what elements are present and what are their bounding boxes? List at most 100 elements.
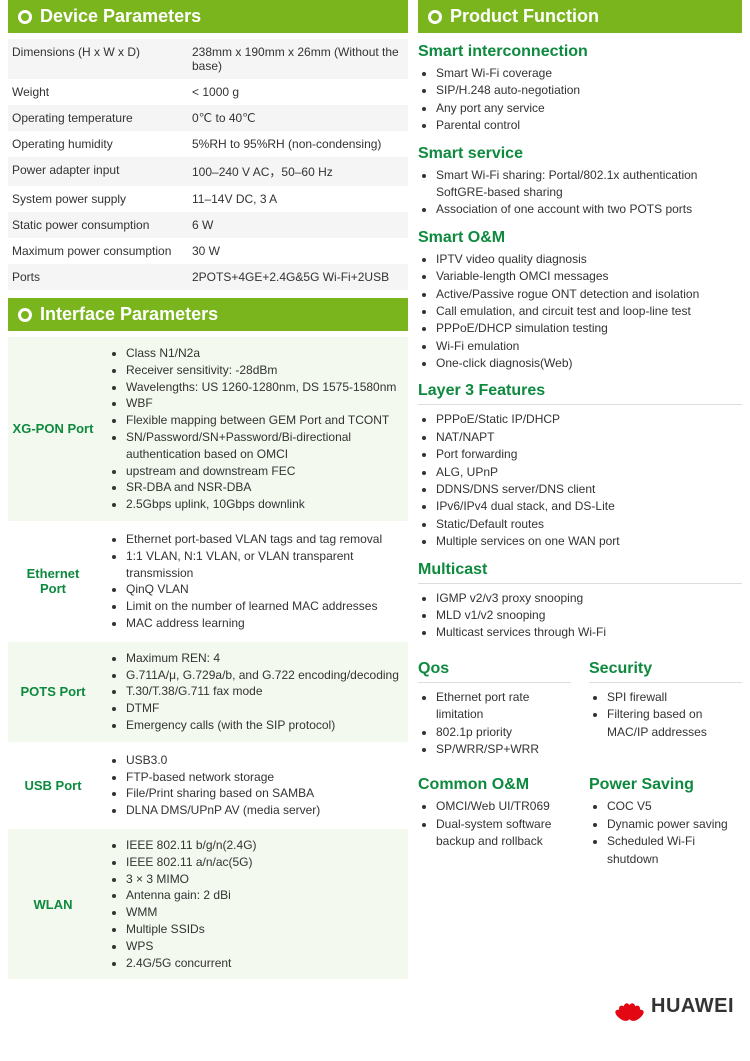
header-circle-icon [18, 10, 32, 24]
feature-list: Smart Wi-Fi sharing: Portal/802.1x authe… [418, 167, 742, 219]
separator [418, 682, 571, 683]
table-row: Operating temperature0℃ to 40℃ [8, 105, 408, 131]
feature-title-common-om: Common O&M [418, 776, 571, 794]
list-item: WBF [126, 395, 404, 412]
list-item: Parental control [436, 117, 742, 134]
param-label: Operating temperature [8, 105, 188, 131]
feature-list: COC V5Dynamic power savingScheduled Wi-F… [589, 798, 742, 868]
list-item: 3 × 3 MIMO [126, 871, 404, 888]
list-item: Limit on the number of learned MAC addre… [126, 598, 404, 615]
param-value: 6 W [188, 212, 408, 238]
huawei-logo: HUAWEI [0, 981, 750, 1032]
list-item: OMCI/Web UI/TR069 [436, 798, 571, 815]
feature-title-multicast: Multicast [418, 561, 742, 579]
list-item: WPS [126, 938, 404, 955]
interface-row: USB PortUSB3.0FTP-based network storageF… [8, 744, 408, 827]
list-item: NAT/NAPT [436, 429, 742, 446]
list-item: MAC address learning [126, 615, 404, 632]
device-params-header: Device Parameters [8, 0, 408, 33]
param-value: 30 W [188, 238, 408, 264]
feature-list: SPI firewallFiltering based on MAC/IP ad… [589, 689, 742, 741]
param-value: 11–14V DC, 3 A [188, 186, 408, 212]
list-item: Active/Passive rogue ONT detection and i… [436, 286, 742, 303]
separator [589, 682, 742, 683]
feature-list: IPTV video quality diagnosisVariable-len… [418, 251, 742, 373]
param-value: 0℃ to 40℃ [188, 105, 408, 131]
list-item: Smart Wi-Fi coverage [436, 65, 742, 82]
huawei-logo-text: HUAWEI [651, 995, 734, 1018]
param-label: Weight [8, 79, 188, 105]
list-item: T.30/T.38/G.711 fax mode [126, 683, 404, 700]
interface-content: Ethernet port-based VLAN tags and tag re… [98, 523, 408, 640]
list-item: ALG, UPnP [436, 464, 742, 481]
list-item: PPPoE/DHCP simulation testing [436, 320, 742, 337]
list-item: Ethernet port rate limitation [436, 689, 571, 724]
right-column: Product Function Smart interconnection S… [418, 0, 742, 981]
list-item: 2.5Gbps uplink, 10Gbps downlink [126, 496, 404, 513]
list-item: SN/Password/SN+Password/Bi-directional a… [126, 429, 404, 463]
list-item: 802.1p priority [436, 724, 571, 741]
feature-list: PPPoE/Static IP/DHCPNAT/NAPTPort forward… [418, 411, 742, 550]
interface-content: Maximum REN: 4G.711A/μ, G.729a/b, and G.… [98, 642, 408, 742]
list-item: 1:1 VLAN, N:1 VLAN, or VLAN transparent … [126, 548, 404, 582]
product-function-title: Product Function [450, 6, 599, 27]
separator [418, 583, 742, 584]
table-row: Ports2POTS+4GE+2.4G&5G Wi-Fi+2USB [8, 264, 408, 290]
param-label: Dimensions (H x W x D) [8, 39, 188, 79]
interface-params-title: Interface Parameters [40, 304, 218, 325]
list-item: DTMF [126, 700, 404, 717]
product-function-header: Product Function [418, 0, 742, 33]
feature-title-smart-interconnection: Smart interconnection [418, 43, 742, 61]
left-column: Device Parameters Dimensions (H x W x D)… [8, 0, 408, 981]
list-item: upstream and downstream FEC [126, 463, 404, 480]
list-item: PPPoE/Static IP/DHCP [436, 411, 742, 428]
interface-params-list: XG-PON PortClass N1/N2aReceiver sensitiv… [8, 337, 408, 979]
param-value: 238mm x 190mm x 26mm (Without the base) [188, 39, 408, 79]
list-item: Call emulation, and circuit test and loo… [436, 303, 742, 320]
list-item: DLNA DMS/UPnP AV (media server) [126, 802, 404, 819]
param-value: < 1000 g [188, 79, 408, 105]
list-item: Emergency calls (with the SIP protocol) [126, 717, 404, 734]
interface-row: WLANIEEE 802.11 b/g/n(2.4G)IEEE 802.11 a… [8, 829, 408, 979]
list-item: IGMP v2/v3 proxy snooping [436, 590, 742, 607]
param-label: Maximum power consumption [8, 238, 188, 264]
list-item: Any port any service [436, 100, 742, 117]
list-item: Wavelengths: US 1260-1280nm, DS 1575-158… [126, 379, 404, 396]
table-row: Power adapter input100–240 V AC，50–60 Hz [8, 157, 408, 186]
table-row: Maximum power consumption30 W [8, 238, 408, 264]
param-label: System power supply [8, 186, 188, 212]
list-item: DDNS/DNS server/DNS client [436, 481, 742, 498]
list-item: Flexible mapping between GEM Port and TC… [126, 412, 404, 429]
feature-title-security: Security [589, 660, 742, 678]
list-item: SPI firewall [607, 689, 742, 706]
list-item: IEEE 802.11 a/n/ac(5G) [126, 854, 404, 871]
list-item: SR-DBA and NSR-DBA [126, 479, 404, 496]
two-column-group: Qos Ethernet port rate limitation802.1p … [418, 650, 742, 767]
interface-content: Class N1/N2aReceiver sensitivity: -28dBm… [98, 337, 408, 521]
interface-row: XG-PON PortClass N1/N2aReceiver sensitiv… [8, 337, 408, 521]
table-row: Static power consumption6 W [8, 212, 408, 238]
list-item: SIP/H.248 auto-negotiation [436, 82, 742, 99]
separator [418, 404, 742, 405]
list-item: Antenna gain: 2 dBi [126, 887, 404, 904]
list-item: SP/WRR/SP+WRR [436, 741, 571, 758]
interface-params-header: Interface Parameters [8, 298, 408, 331]
feature-title-smart-om: Smart O&M [418, 229, 742, 247]
list-item: Multiple services on one WAN port [436, 533, 742, 550]
feature-list: IGMP v2/v3 proxy snoopingMLD v1/v2 snoop… [418, 590, 742, 642]
huawei-petals-icon [615, 993, 645, 1019]
feature-list: OMCI/Web UI/TR069Dual-system software ba… [418, 798, 571, 850]
list-item: Static/Default routes [436, 516, 742, 533]
interface-label: USB Port [8, 744, 98, 827]
list-item: Receiver sensitivity: -28dBm [126, 362, 404, 379]
list-item: Class N1/N2a [126, 345, 404, 362]
device-params-table: Dimensions (H x W x D)238mm x 190mm x 26… [8, 39, 408, 290]
list-item: MLD v1/v2 snooping [436, 607, 742, 624]
param-value: 2POTS+4GE+2.4G&5G Wi-Fi+2USB [188, 264, 408, 290]
table-row: System power supply11–14V DC, 3 A [8, 186, 408, 212]
interface-label: XG-PON Port [8, 337, 98, 521]
feature-list: Smart Wi-Fi coverageSIP/H.248 auto-negot… [418, 65, 742, 135]
list-item: Smart Wi-Fi sharing: Portal/802.1x authe… [436, 167, 742, 202]
param-label: Static power consumption [8, 212, 188, 238]
param-value: 100–240 V AC，50–60 Hz [188, 157, 408, 186]
